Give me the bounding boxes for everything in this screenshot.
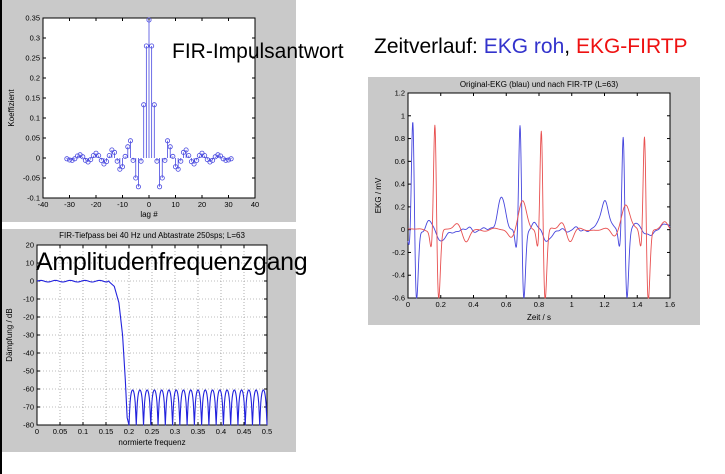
chart-text: 0: [30, 277, 34, 286]
chart-text: 0.3: [170, 427, 180, 436]
chart-text: 0.25: [25, 54, 40, 63]
chart-text: 1.4: [632, 300, 642, 309]
chart-text: -20: [91, 200, 102, 209]
chart-text: 0.1: [78, 427, 88, 436]
ecg-panel: 0 0.2 0.4 0.6 0.8 1 1.2 1.4 1.6 1.2 1 0.8 0.6 0.4 0.2 0…: [368, 77, 700, 325]
magnitude-curve: [36, 279, 268, 426]
chart-text: 0: [406, 300, 410, 309]
chart-text: -50: [23, 367, 34, 376]
time-course-heading: Zeitverlauf: EKG roh, EKG-FIRTP: [374, 35, 688, 59]
chart-text: -60: [23, 385, 34, 394]
heading-ekg-firtp: EKG-FIRTP: [575, 35, 688, 58]
chart-text: 0.2: [30, 74, 40, 83]
tick-labels: -40 -30 -20 -10 0 10 20 30 40 0.35 0.3 0.25 0.2 0.15 0…: [23, 14, 259, 210]
chart-text: 0.2: [395, 202, 405, 211]
chart-text: -70: [23, 403, 34, 412]
heading-ekg-raw: EKG roh: [483, 35, 565, 58]
chart-text: 0.8: [534, 300, 544, 309]
x-axis-label: Zeit / s: [527, 313, 551, 322]
chart-text: -10: [23, 295, 34, 304]
y-axis-label: Dämpfung / dB: [5, 308, 14, 361]
chart-text: -0.1: [27, 194, 40, 203]
chart-text: -30: [64, 200, 75, 209]
x-axis-label: lag #: [140, 210, 158, 219]
chart-text: 1: [570, 300, 574, 309]
chart-text: 1.6: [665, 300, 675, 309]
chart-text: 10: [171, 200, 179, 209]
chart-text: 30: [224, 200, 232, 209]
impulse-response-panel: -40 -30 -20 -10 0 10 20 30 40 0.35 0.3 0.25 0.2 0.15 0…: [2, 0, 296, 222]
chart-title: Original-EKG (blau) und nach FIR-TP (L=6…: [460, 80, 619, 89]
chart-text: 0.5: [262, 427, 272, 436]
tick-labels: 0 0.2 0.4 0.6 0.8 1 1.2 1.4 1.6 1.2 1 0.8 0.6 0.4 0.2 0…: [392, 89, 675, 310]
chart-text: 1.2: [395, 89, 405, 98]
frequency-response-panel: 0 0.05 0.1 0.15 0.2 0.25 0.3 0.35 0.4 0.45 0.5 20 10…: [2, 229, 296, 452]
chart-text: 0.8: [395, 134, 405, 143]
chart-text: 40: [251, 200, 259, 209]
x-axis-label: normierte frequenz: [118, 438, 185, 447]
tick-labels: 0 0.05 0.1 0.15 0.2 0.25 0.3 0.35 0.4 0.45 0.5 20 10…: [23, 241, 272, 437]
chart-text: 20: [26, 241, 34, 250]
chart-text: 0.15: [99, 427, 114, 436]
chart-text: 1: [401, 111, 405, 120]
chart-text: -30: [23, 331, 34, 340]
heading-prefix: Zeitverlauf:: [374, 35, 484, 58]
impulse-response-label: FIR-Impulsantwort: [172, 40, 344, 63]
chart-text: -0.4: [392, 271, 405, 280]
chart-text: 0.25: [145, 427, 160, 436]
impulse-response-chart: -40 -30 -20 -10 0 10 20 30 40 0.35 0.3 0.25 0.2 0.15 0…: [7, 14, 259, 220]
chart-text: 0.6: [395, 157, 405, 166]
chart-text: 0.6: [501, 300, 511, 309]
chart-text: 20: [198, 200, 206, 209]
chart-text: -80: [23, 421, 34, 430]
chart-text: 0.35: [25, 14, 40, 23]
chart-text: 0.05: [53, 427, 68, 436]
chart-text: 0: [36, 154, 40, 163]
chart-text: 0.45: [237, 427, 252, 436]
chart-text: 0.1: [30, 114, 40, 123]
chart-text: 0.4: [216, 427, 226, 436]
chart-text: 0: [35, 427, 39, 436]
chart-text: 10: [26, 259, 34, 268]
y-axis-label: EKG / mV: [374, 177, 383, 213]
chart-text: 0.2: [436, 300, 446, 309]
chart-text: -0.6: [392, 294, 405, 303]
chart-text: 0.35: [191, 427, 206, 436]
amplitude-response-label: Amplitudenfrequenzgang: [36, 248, 308, 276]
heading-separator: ,: [564, 35, 576, 58]
chart-text: -40: [23, 349, 34, 358]
chart-text: 0: [147, 200, 151, 209]
y-axis-label: Koeffizient: [7, 89, 16, 127]
left-border-line: [0, 0, 2, 474]
ecg-time-series-chart: 0 0.2 0.4 0.6 0.8 1 1.2 1.4 1.6 1.2 1 0.8 0.6 0.4 0.2 0…: [374, 80, 675, 322]
frequency-response-chart: 0 0.05 0.1 0.15 0.2 0.25 0.3 0.35 0.4 0.45 0.5 20 10…: [5, 231, 272, 447]
chart-text: 0.2: [124, 427, 134, 436]
chart-title: FIR-Tiefpass bei 40 Hz und Abtastrate 25…: [59, 231, 245, 240]
stem-series: [64, 17, 234, 190]
chart-text: 1.2: [599, 300, 609, 309]
chart-text: 0.3: [30, 34, 40, 43]
axis-ticks: [42, 17, 256, 199]
chart-text: 0.15: [25, 94, 40, 103]
chart-text: -0.05: [23, 174, 40, 183]
chart-text: -20: [23, 313, 34, 322]
chart-text: 0.4: [395, 180, 405, 189]
chart-text: -0.2: [392, 248, 405, 257]
chart-text: 0.05: [25, 134, 40, 143]
chart-text: 0: [401, 225, 405, 234]
chart-text: -10: [117, 200, 128, 209]
plot-area: [407, 92, 671, 299]
chart-text: 0.4: [468, 300, 478, 309]
chart-text: -40: [38, 200, 49, 209]
ecg-trace-filtered: [407, 124, 671, 299]
